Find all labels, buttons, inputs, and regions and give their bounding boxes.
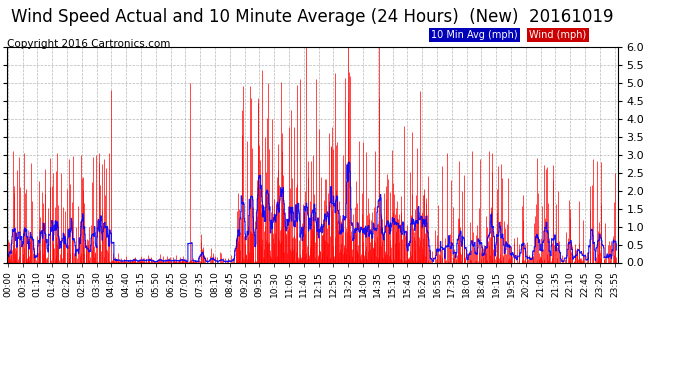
Title: Wind Speed Actual and 10 Minute Average (24 Hours)  (New)  20161019: Wind Speed Actual and 10 Minute Average … xyxy=(11,8,613,26)
Text: Wind (mph): Wind (mph) xyxy=(529,30,586,40)
Text: Copyright 2016 Cartronics.com: Copyright 2016 Cartronics.com xyxy=(7,39,170,50)
Text: 10 Min Avg (mph): 10 Min Avg (mph) xyxy=(431,30,518,40)
